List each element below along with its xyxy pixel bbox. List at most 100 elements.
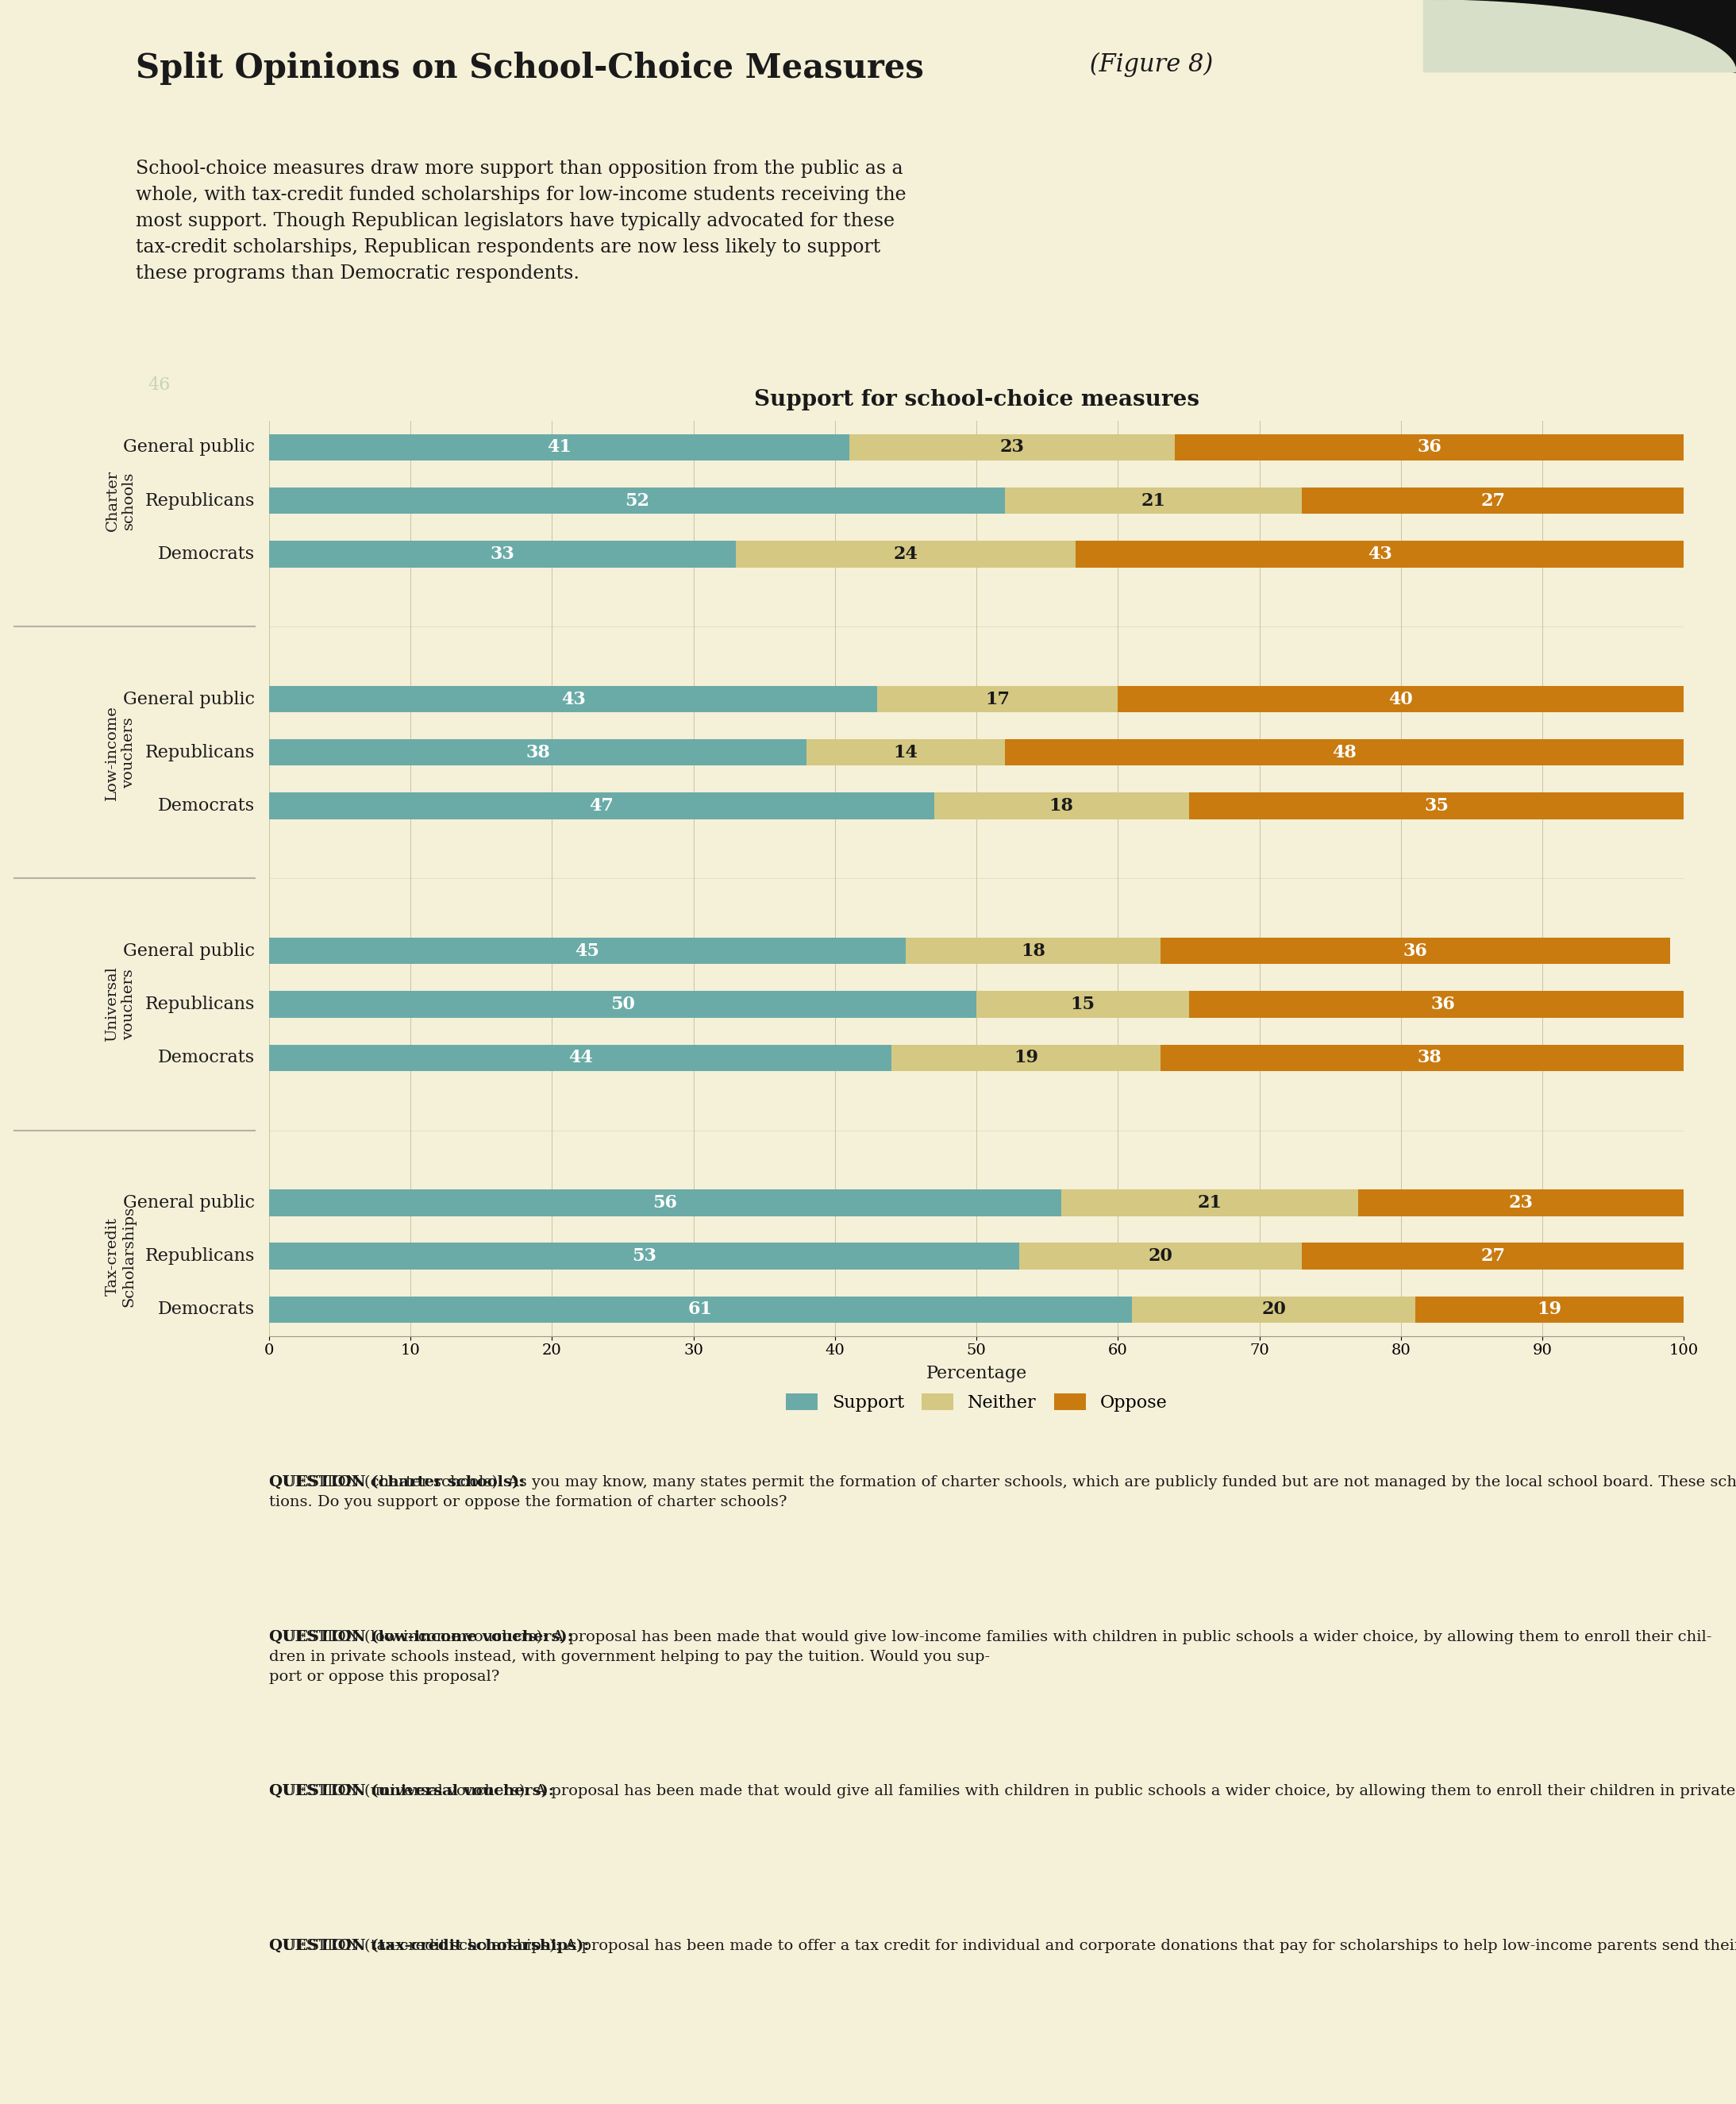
Text: 35: 35 [1424,797,1448,814]
Text: Republicans: Republicans [146,745,255,762]
Bar [1118,686,1684,713]
Text: 33: 33 [490,545,516,564]
Text: 38: 38 [526,745,550,762]
Text: Low-income
vouchers: Low-income vouchers [106,705,135,800]
Text: 43: 43 [1368,545,1392,564]
Text: QUESTION (charter schools): As you may know, many states permit the formation of: QUESTION (charter schools): As you may k… [269,1475,1736,1509]
Text: 17: 17 [986,690,1010,707]
Text: Democrats: Democrats [158,797,255,814]
Bar [906,938,1160,964]
Bar [736,541,1076,568]
Text: 27: 27 [1481,492,1505,509]
Text: 40: 40 [1389,690,1413,707]
Text: 18: 18 [1021,943,1045,959]
Bar [269,488,1005,513]
Text: Republicans: Republicans [146,1248,255,1265]
Bar [269,793,934,818]
Bar [269,938,906,964]
Text: Republicans: Republicans [146,995,255,1012]
Text: 36: 36 [1430,995,1457,1012]
Text: 52: 52 [625,492,649,509]
Bar [1302,1243,1684,1269]
Bar [877,686,1118,713]
Bar [1189,793,1684,818]
Text: 47: 47 [589,797,615,814]
Text: QUESTION (universal vouchers):: QUESTION (universal vouchers): [269,1784,554,1799]
Bar [269,991,976,1018]
Bar [1005,488,1302,513]
Bar [269,686,877,713]
Text: Charter
schools: Charter schools [106,469,135,530]
Text: 20: 20 [1147,1248,1174,1265]
Bar [1160,1044,1698,1071]
Text: 46: 46 [148,377,170,393]
Text: QUESTION (universal vouchers): A proposal has been made that would give all fami: QUESTION (universal vouchers): A proposa… [269,1784,1736,1799]
Text: 44: 44 [568,1050,592,1067]
Bar [269,1044,892,1071]
Bar [849,433,1175,461]
Bar [1359,1189,1684,1216]
Text: 36: 36 [1403,943,1427,959]
Text: 24: 24 [894,545,918,564]
Text: 53: 53 [632,1248,656,1265]
Text: 21: 21 [1141,492,1165,509]
Bar [269,433,849,461]
Bar [269,1296,1132,1323]
Text: Democrats: Democrats [158,1300,255,1319]
Text: 61: 61 [687,1300,713,1319]
Legend: Support, Neither, Oppose: Support, Neither, Oppose [779,1387,1174,1418]
Text: 45: 45 [575,943,599,959]
Bar [1076,541,1684,568]
Text: QUESTION (low-income vouchers): A proposal has been made that would give low-inc: QUESTION (low-income vouchers): A propos… [269,1628,1712,1683]
Text: 27: 27 [1481,1248,1505,1265]
Bar [269,541,736,568]
Text: School-choice measures draw more support than opposition from the public as a
wh: School-choice measures draw more support… [135,160,906,282]
Text: 19: 19 [1014,1050,1038,1067]
Text: Split Opinions on School-Choice Measures: Split Opinions on School-Choice Measures [135,53,924,86]
Text: Universal
vouchers: Universal vouchers [106,966,135,1041]
Text: 19: 19 [1536,1300,1562,1319]
Bar [892,1044,1160,1071]
Text: (Figure 8): (Figure 8) [1082,53,1213,76]
Bar [1415,1296,1684,1323]
Text: 48: 48 [1332,745,1356,762]
Bar [1019,1243,1302,1269]
Text: 23: 23 [1509,1193,1533,1212]
Text: General public: General public [123,943,255,959]
Text: 20: 20 [1262,1300,1286,1319]
Text: 41: 41 [547,438,571,457]
Text: Republicans: Republicans [146,492,255,509]
Bar [269,1243,1019,1269]
Bar [1160,938,1670,964]
Text: 56: 56 [653,1193,677,1212]
Text: QUESTION (tax-credit scholarships):: QUESTION (tax-credit scholarships): [269,1940,589,1953]
Text: 18: 18 [1049,797,1073,814]
Text: Democrats: Democrats [158,545,255,564]
Text: 21: 21 [1198,1193,1222,1212]
Text: QUESTION (tax-credit scholarships): A proposal has been made to offer a tax cred: QUESTION (tax-credit scholarships): A pr… [269,1940,1736,1953]
Bar [807,739,1005,766]
Bar [1175,433,1684,461]
Bar [976,991,1189,1018]
Bar [1005,739,1684,766]
Text: 36: 36 [1417,438,1441,457]
Text: 14: 14 [894,745,918,762]
Text: QUESTION (charter schools):: QUESTION (charter schools): [269,1475,524,1490]
Text: General public: General public [123,1193,255,1212]
Text: QUESTION (low-income vouchers):: QUESTION (low-income vouchers): [269,1628,573,1643]
Bar [1189,991,1698,1018]
Bar [269,739,807,766]
Text: 38: 38 [1417,1050,1441,1067]
Text: General public: General public [123,690,255,707]
Polygon shape [1424,0,1736,72]
Bar [269,1189,1061,1216]
Polygon shape [1424,0,1736,72]
Bar [1302,488,1684,513]
Bar [1061,1189,1359,1216]
X-axis label: Percentage: Percentage [925,1365,1028,1382]
Text: 15: 15 [1071,995,1095,1012]
Text: 50: 50 [611,995,635,1012]
Text: General public: General public [123,438,255,457]
Bar [1132,1296,1415,1323]
Text: 23: 23 [1000,438,1024,457]
